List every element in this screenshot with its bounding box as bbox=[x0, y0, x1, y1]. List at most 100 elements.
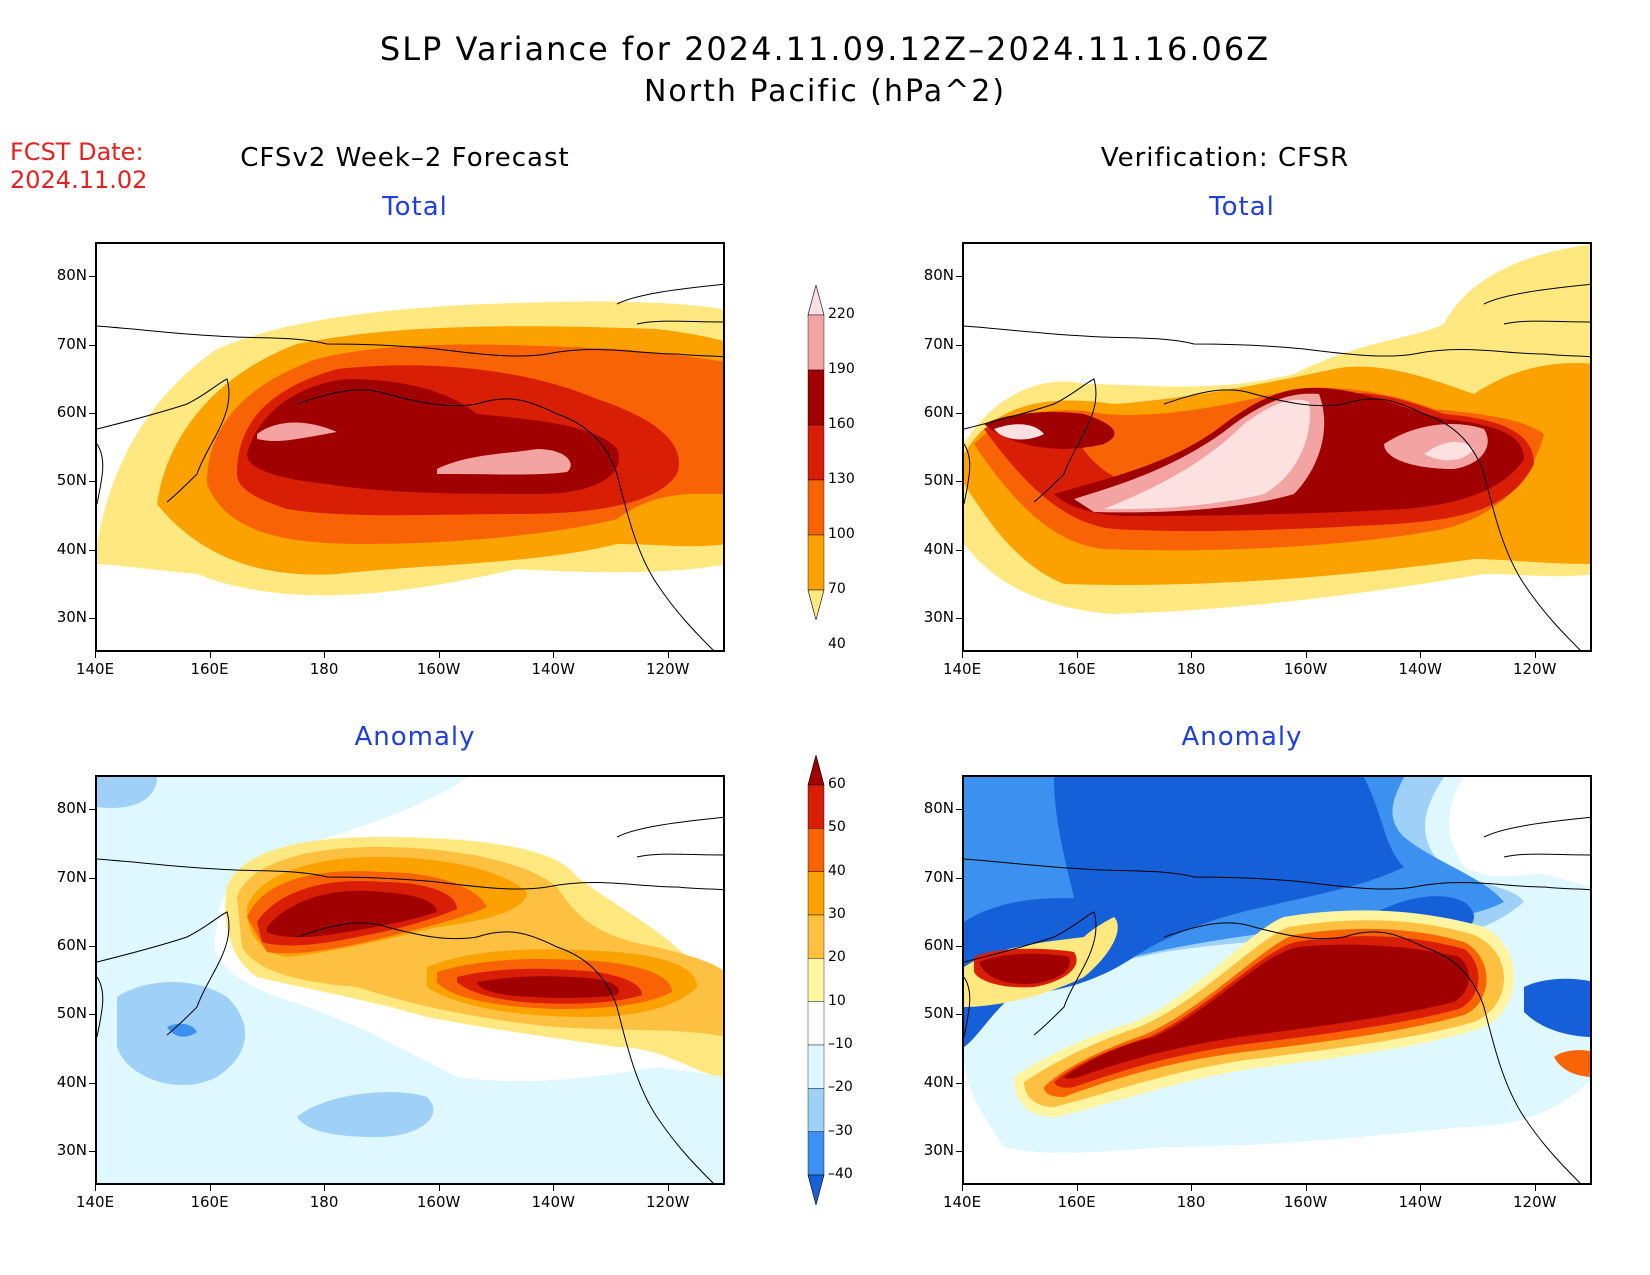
colorbar-segment bbox=[807, 1131, 825, 1176]
colorbar-segment bbox=[807, 369, 825, 426]
lat-tick-label: 40N bbox=[923, 539, 954, 558]
lon-tick-label: 140W bbox=[531, 1193, 575, 1211]
lat-tick-label: 80N bbox=[56, 799, 87, 818]
lon-tick-label: 160W bbox=[1283, 660, 1328, 678]
colorbar-tick-label: 50 bbox=[828, 819, 846, 836]
colorbar-segment bbox=[807, 958, 825, 1002]
lat-tick-label: 50N bbox=[56, 1004, 87, 1023]
lat-tick-label: 80N bbox=[923, 799, 954, 818]
lon-tick-label: 180 bbox=[309, 660, 339, 678]
lat-tick-mark bbox=[956, 945, 962, 947]
field-forecast-anomaly bbox=[97, 777, 723, 1183]
field-verification-total bbox=[964, 244, 1590, 650]
map-panel-forecast-anomaly bbox=[95, 775, 725, 1185]
lat-tick-label: 60N bbox=[56, 402, 87, 421]
lon-tick-mark bbox=[962, 1185, 963, 1191]
coastlines-verification-anomaly bbox=[964, 816, 1590, 1183]
lon-tick-mark bbox=[667, 652, 669, 658]
lat-tick-label: 50N bbox=[56, 471, 87, 490]
lon-tick-label: 160E bbox=[190, 1193, 229, 1211]
colorbar-segment bbox=[807, 314, 825, 371]
lat-tick-mark bbox=[956, 549, 962, 551]
colorbar-top-triangle bbox=[807, 285, 825, 316]
colorbar-segment bbox=[807, 784, 825, 829]
lat-tick-label: 80N bbox=[56, 266, 87, 285]
panel-title-verification-anomaly: Anomaly bbox=[1181, 722, 1303, 752]
lon-tick-mark bbox=[324, 1185, 326, 1191]
forecast-date-label: FCST Date: bbox=[10, 138, 144, 166]
lon-tick-label: 160W bbox=[416, 1193, 461, 1211]
lon-tick-mark bbox=[553, 652, 555, 658]
colorbar-tick-label: 30 bbox=[828, 906, 846, 922]
lat-tick-label: 60N bbox=[923, 935, 954, 954]
lat-tick-mark bbox=[956, 877, 962, 879]
lon-tick-mark bbox=[667, 1185, 669, 1191]
lon-tick-mark bbox=[438, 652, 440, 658]
lat-tick-mark bbox=[956, 344, 962, 346]
lon-tick-mark bbox=[553, 1185, 555, 1191]
lon-tick-label: 160E bbox=[1057, 1193, 1096, 1211]
colorbar-segment bbox=[807, 914, 825, 959]
lat-tick-label: 70N bbox=[56, 334, 87, 353]
lat-tick-label: 30N bbox=[923, 1140, 954, 1159]
lat-tick-label: 40N bbox=[56, 1072, 87, 1091]
lon-tick-label: 140E bbox=[75, 1193, 115, 1211]
panel-title-forecast-anomaly: Anomaly bbox=[354, 722, 476, 752]
lon-tick-label: 160E bbox=[190, 660, 229, 678]
lat-tick-mark bbox=[89, 344, 95, 346]
lon-tick-mark bbox=[1534, 652, 1536, 658]
colorbar-tick-label: –30 bbox=[828, 1122, 853, 1139]
field-verification-anomaly bbox=[964, 777, 1590, 1183]
lat-tick-mark bbox=[89, 945, 95, 947]
lon-tick-mark bbox=[95, 1185, 96, 1191]
lon-tick-mark bbox=[209, 652, 211, 658]
lon-tick-mark bbox=[1076, 1185, 1078, 1191]
lat-tick-mark bbox=[956, 412, 962, 414]
lon-tick-label: 180 bbox=[309, 1193, 339, 1211]
lon-tick-mark bbox=[1420, 652, 1422, 658]
lat-tick-mark bbox=[89, 1014, 95, 1016]
colorbar-tick-label: 100 bbox=[828, 526, 855, 542]
lat-tick-label: 60N bbox=[923, 402, 954, 421]
lat-tick-label: 40N bbox=[923, 1072, 954, 1091]
coastlines-forecast-anomaly bbox=[97, 816, 723, 1183]
lon-tick-mark bbox=[95, 652, 96, 658]
colorbar-segment bbox=[807, 424, 825, 481]
lon-tick-mark bbox=[438, 1185, 440, 1191]
lon-tick-label: 120W bbox=[1512, 660, 1557, 678]
lat-tick-mark bbox=[89, 1150, 95, 1152]
colorbar-top-triangle bbox=[807, 755, 825, 786]
colorbar-bottom-triangle bbox=[807, 589, 825, 620]
lat-tick-mark bbox=[89, 412, 95, 414]
lat-tick-mark bbox=[956, 1150, 962, 1152]
colorbar-tick-label: –10 bbox=[828, 1036, 853, 1052]
colorbar-tick-label: 190 bbox=[828, 361, 855, 377]
lon-tick-label: 140W bbox=[1398, 1193, 1442, 1211]
lon-tick-label: 180 bbox=[1176, 660, 1206, 678]
lon-tick-label: 160W bbox=[416, 660, 461, 678]
coastlines-verification-total bbox=[964, 283, 1590, 650]
colorbar-tick-label: 130 bbox=[828, 471, 855, 487]
colorbar-tick-label: 60 bbox=[828, 776, 846, 792]
lat-tick-label: 60N bbox=[56, 935, 87, 954]
colorbar-tick-label: 10 bbox=[828, 992, 846, 1009]
lon-tick-mark bbox=[962, 652, 963, 658]
coastlines-forecast-total bbox=[97, 283, 723, 650]
lat-tick-label: 30N bbox=[923, 607, 954, 626]
colorbar-segment bbox=[807, 1044, 825, 1089]
field-forecast-total bbox=[97, 283, 723, 650]
colorbar-segment bbox=[807, 828, 825, 872]
colorbar-anomaly bbox=[807, 755, 825, 1205]
panel-title-forecast-total: Total bbox=[382, 192, 448, 222]
colorbar-segment bbox=[807, 1088, 825, 1132]
lat-tick-mark bbox=[956, 617, 962, 619]
lat-tick-label: 30N bbox=[56, 607, 87, 626]
lon-tick-label: 180 bbox=[1176, 1193, 1206, 1211]
lat-tick-label: 70N bbox=[56, 867, 87, 886]
lon-tick-label: 140E bbox=[942, 660, 982, 678]
main-title-line2: North Pacific (hPa^2) bbox=[643, 74, 1007, 109]
lat-tick-mark bbox=[89, 877, 95, 879]
colorbar-tick-label: 220 bbox=[828, 306, 855, 322]
map-panel-verification-anomaly bbox=[962, 775, 1592, 1185]
lat-tick-label: 50N bbox=[923, 471, 954, 490]
